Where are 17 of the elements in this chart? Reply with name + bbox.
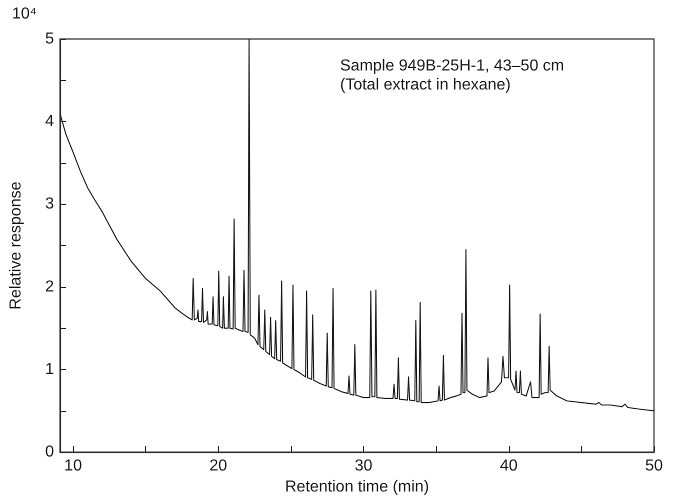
x-tick-label: 50 [645, 458, 663, 475]
annotation: (Total extract in hexane) [340, 76, 511, 94]
x-axis-title: Retention time (min) [284, 478, 430, 496]
line-series [59, 38, 655, 412]
x-tick-label: 10 [64, 458, 82, 475]
y-tick-label: 3 [45, 196, 54, 213]
y-tick-label: 1 [45, 360, 54, 378]
text: 10⁴ [12, 6, 37, 22]
y-axis-title: Relative response [8, 181, 24, 310]
y-tick-label: 2 [45, 278, 54, 296]
y-tick-label: 0 [45, 444, 54, 461]
x-tick-label: 20 [209, 458, 228, 475]
y-tick-label: 4 [45, 113, 54, 130]
x-tick-label: 30 [354, 458, 373, 475]
annotation: Sample 949B-25H-1, 43–50 cm [340, 58, 564, 74]
x-tick-label: 40 [500, 458, 518, 475]
y-tick-label: 5 [45, 30, 54, 48]
